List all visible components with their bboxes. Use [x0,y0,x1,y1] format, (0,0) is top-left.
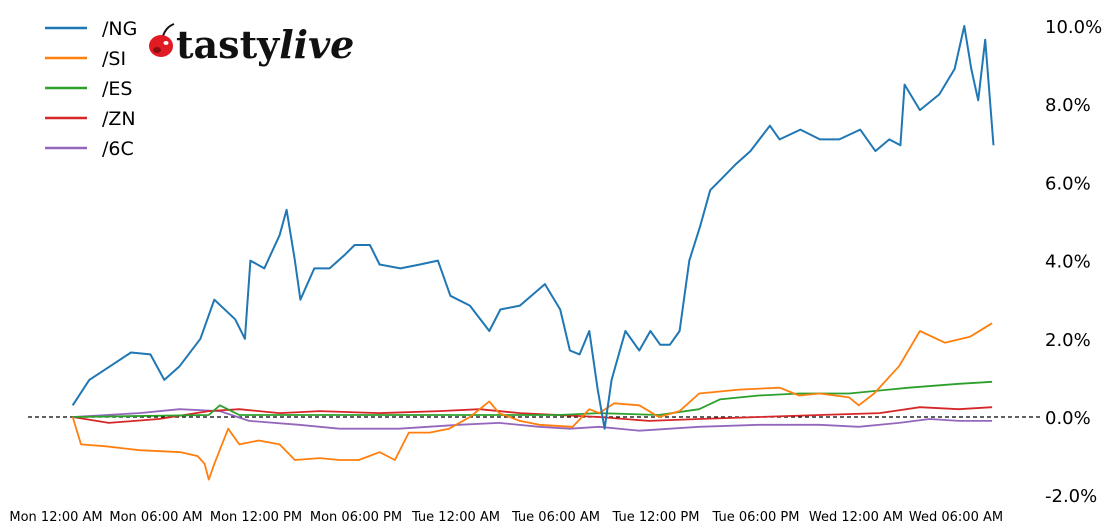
legend-item: /ES [45,78,132,100]
y-tick-label: 6.0% [1045,173,1091,194]
legend-item: /NG [45,18,137,40]
x-tick-label: Tue 12:00 AM [411,510,500,525]
y-tick-label: 0.0% [1045,408,1091,429]
x-tick-label: Wed 06:00 AM [909,510,1003,525]
legend-label: /ZN [102,108,136,130]
y-axis-ticks: 10.0% 8.0% 6.0% 4.0% 2.0% 0.0% -2.0% [1045,17,1102,507]
x-tick-label: Tue 06:00 PM [712,510,800,525]
y-tick-label: 2.0% [1045,330,1091,351]
legend-item: /6C [45,138,134,160]
x-tick-label: Mon 06:00 PM [310,510,402,525]
series-line-si [71,322,993,481]
x-tick-label: Wed 12:00 AM [809,510,903,525]
series-line-ng [71,25,995,430]
series-line-6c [72,408,993,432]
x-tick-label: Tue 06:00 AM [511,510,600,525]
cherry-icon [149,23,175,57]
x-tick-label: Mon 12:00 AM [9,510,102,525]
legend-item: /ZN [45,108,136,130]
series-layer [71,25,995,481]
legend-label: /6C [102,138,134,160]
logo-text: tastylive [176,22,354,67]
legend-item: /SI [45,48,126,70]
y-tick-label: -2.0% [1045,486,1097,507]
x-tick-label: Tue 12:00 PM [612,510,700,525]
tastylive-logo: tastylive [149,22,354,67]
x-tick-label: Mon 06:00 AM [109,510,202,525]
series-line-es [72,380,993,418]
legend-label: /SI [102,48,126,70]
y-tick-label: 10.0% [1045,17,1102,38]
x-axis-ticks: Mon 12:00 AM Mon 06:00 AM Mon 12:00 PM Mon … [9,510,1003,525]
legend-label: /ES [102,78,132,100]
x-tick-label: Mon 12:00 PM [210,510,302,525]
y-tick-label: 4.0% [1045,252,1091,273]
legend: /NG/SI/ES/ZN/6C [45,18,137,160]
legend-label: /NG [102,18,137,40]
y-tick-label: 8.0% [1045,95,1091,116]
